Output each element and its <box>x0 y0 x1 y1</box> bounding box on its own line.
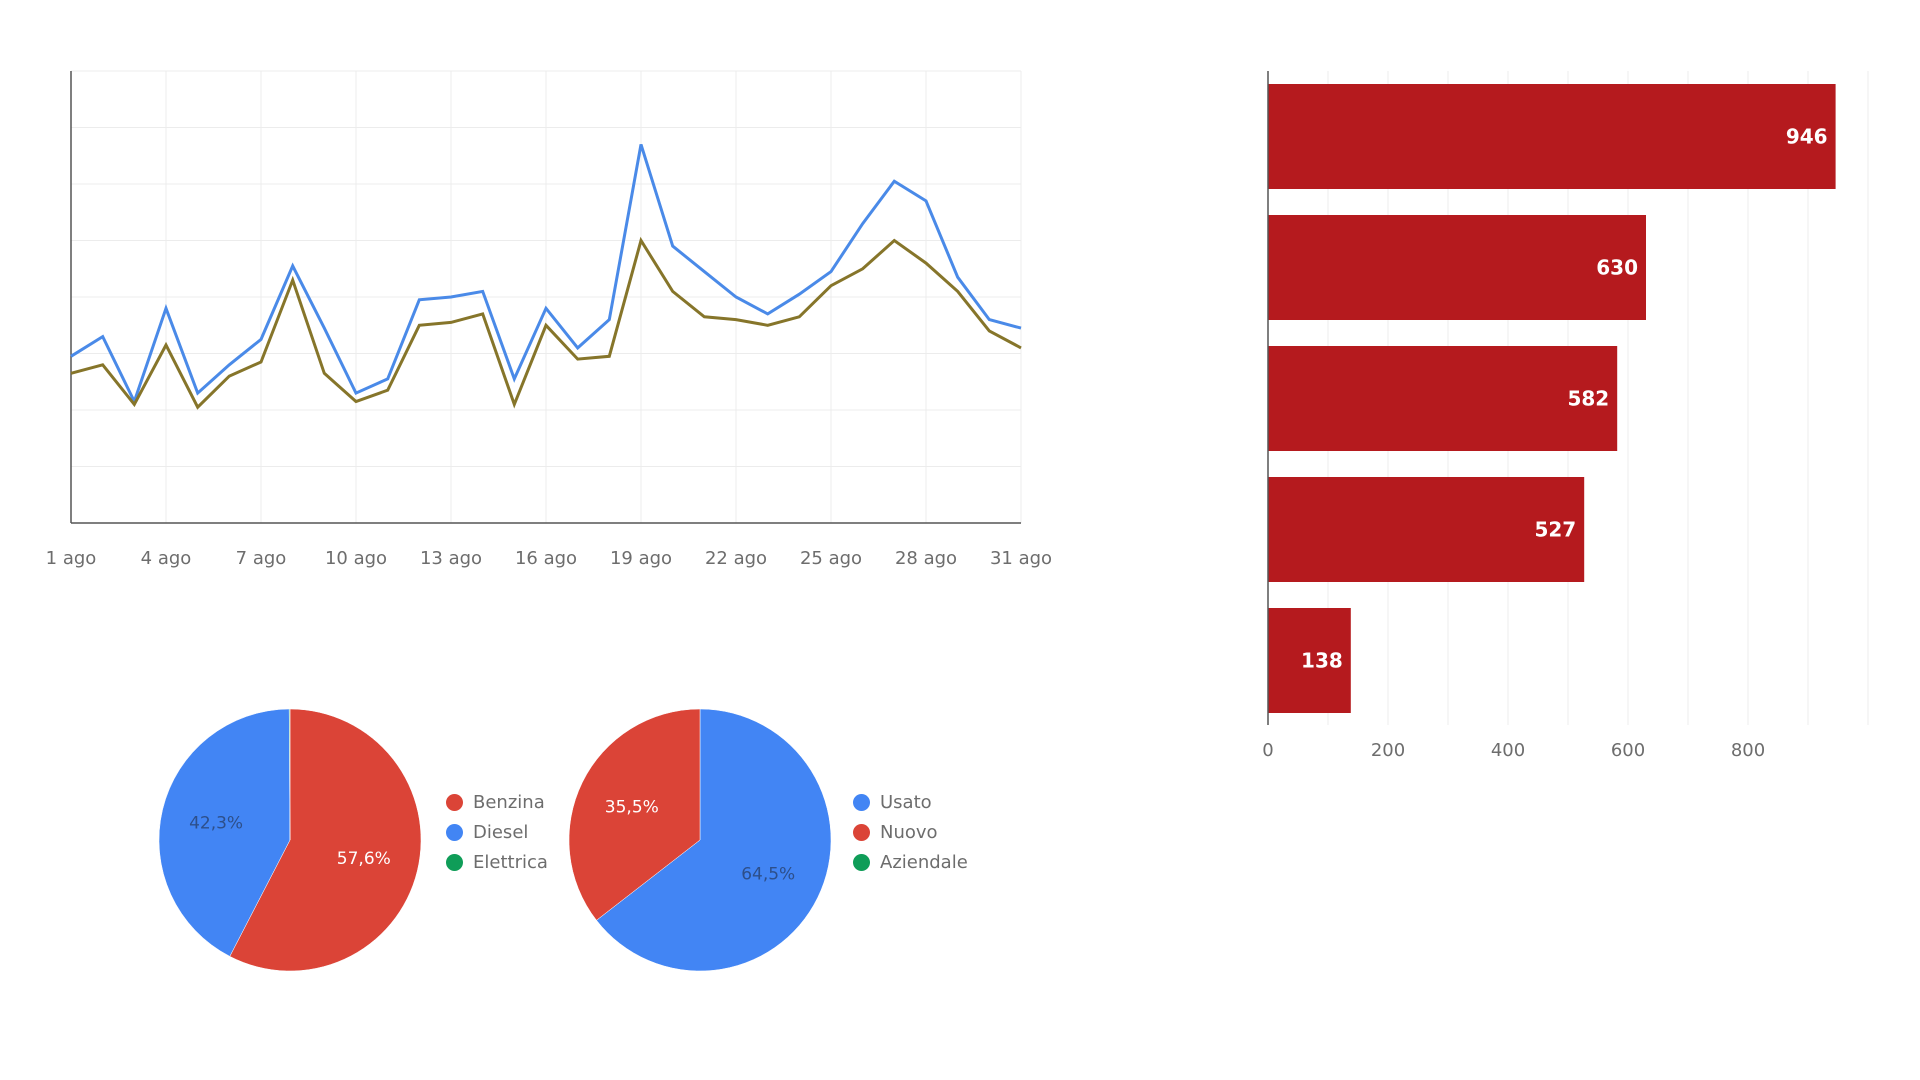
pie-slice[interactable] <box>229 708 422 972</box>
x-tick-label: 31 ago <box>990 548 1052 569</box>
x-tick-label: 22 ago <box>705 548 767 569</box>
pie-slice[interactable] <box>568 708 701 921</box>
horizontal-bar-chart: 946 630 582 527 138 0 200 400 600 800 <box>1262 71 1869 761</box>
vehicle-condition-legend: Usato Nuovo Aziendale <box>853 787 968 877</box>
pie-value-label: 35,5% <box>605 798 659 818</box>
bar-value-label: 582 <box>1567 387 1609 411</box>
bar[interactable] <box>1268 346 1618 451</box>
line-series-2[interactable] <box>70 236 1022 410</box>
legend-item-diesel[interactable]: Diesel <box>446 817 548 847</box>
legend-dot-icon <box>853 853 870 871</box>
bar-value-label: 946 <box>1786 125 1828 149</box>
legend-item-elettrica[interactable]: Elettrica <box>446 847 548 877</box>
line-series-1[interactable] <box>70 143 1022 406</box>
x-tick-label: 4 ago <box>141 548 192 569</box>
x-tick-label: 800 <box>1731 740 1765 761</box>
x-tick-label: 13 ago <box>420 548 482 569</box>
pie-slice[interactable] <box>158 708 291 957</box>
legend-item-aziendale[interactable]: Aziendale <box>853 847 968 877</box>
fuel-type-legend: Benzina Diesel Elettrica <box>446 787 548 877</box>
x-tick-label: 19 ago <box>610 548 672 569</box>
line-chart-x-ticks: 1 ago 4 ago 7 ago 10 ago 13 ago 16 ago 19 ago 2… <box>46 548 1052 569</box>
bar-value-label: 138 <box>1301 649 1343 673</box>
legend-dot-icon <box>853 823 870 841</box>
pie-slice[interactable] <box>596 708 832 972</box>
x-tick-label: 7 ago <box>236 548 287 569</box>
x-tick-label: 28 ago <box>895 548 957 569</box>
legend-dot-icon <box>853 793 870 811</box>
legend-dot-icon <box>446 853 463 871</box>
x-tick-label: 400 <box>1491 740 1525 761</box>
legend-item-usato[interactable]: Usato <box>853 787 968 817</box>
fuel-type-pie-chart: 57,6% 42,3% <box>158 708 422 972</box>
legend-item-benzina[interactable]: Benzina <box>446 787 548 817</box>
pie-value-label: 57,6% <box>337 849 391 869</box>
bar-value-label: 527 <box>1534 518 1576 542</box>
legend-label: Elettrica <box>473 851 548 873</box>
bar-chart-bars: 946 630 582 527 138 <box>1268 84 1836 713</box>
x-tick-label: 200 <box>1371 740 1405 761</box>
legend-label: Aziendale <box>880 851 968 873</box>
x-tick-label: 16 ago <box>515 548 577 569</box>
bar-chart-x-ticks: 0 200 400 600 800 <box>1262 740 1765 761</box>
pie-value-label: 42,3% <box>189 813 243 833</box>
bar-value-label: 630 <box>1596 256 1638 280</box>
daily-line-chart: 1 ago 4 ago 7 ago 10 ago 13 ago 16 ago 19 ago 2… <box>46 70 1052 569</box>
legend-dot-icon <box>446 823 463 841</box>
legend-label: Benzina <box>473 791 545 813</box>
pie-slice[interactable] <box>288 708 291 841</box>
x-tick-label: 600 <box>1611 740 1645 761</box>
bar[interactable] <box>1268 477 1585 582</box>
pie-value-label: 64,5% <box>741 864 795 884</box>
line-chart-axes <box>70 71 1021 524</box>
x-tick-label: 0 <box>1262 740 1273 761</box>
line-chart-series <box>70 143 1022 410</box>
x-tick-label: 10 ago <box>325 548 387 569</box>
bar[interactable] <box>1268 608 1351 713</box>
x-tick-label: 25 ago <box>800 548 862 569</box>
legend-dot-icon <box>446 793 463 811</box>
legend-item-nuovo[interactable]: Nuovo <box>853 817 968 847</box>
vehicle-condition-pie-chart: 64,5% 35,5% <box>568 708 832 972</box>
x-tick-label: 1 ago <box>46 548 97 569</box>
bar[interactable] <box>1268 215 1646 320</box>
legend-label: Usato <box>880 791 932 813</box>
line-chart-grid <box>70 70 1022 524</box>
legend-label: Diesel <box>473 821 529 843</box>
bar[interactable] <box>1268 84 1836 189</box>
legend-label: Nuovo <box>880 821 938 843</box>
